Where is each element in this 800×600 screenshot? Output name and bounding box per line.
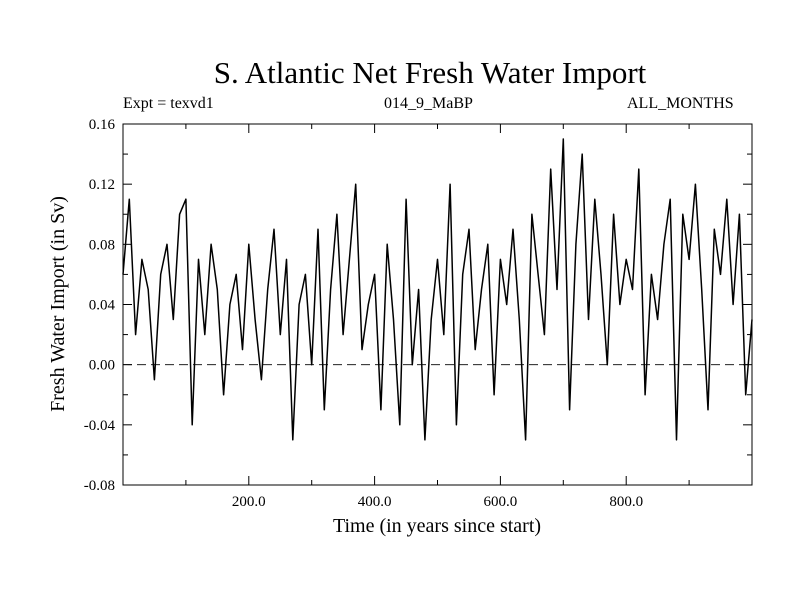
y-tick-label: 0.12: [89, 177, 115, 193]
y-tick-label: 0.04: [89, 298, 116, 314]
y-axis-label: Fresh Water Import (in Sv): [47, 196, 69, 412]
series-group: [122, 138, 753, 441]
y-tick-label: 0.08: [89, 237, 115, 253]
subtitle-center: 014_9_MaBP: [384, 95, 473, 112]
y-tick-label: -0.04: [84, 418, 116, 434]
x-axis-label: Time (in years since start): [333, 515, 541, 537]
chart-title: S. Atlantic Net Fresh Water Import: [213, 55, 647, 90]
plot-frame: [122, 123, 753, 486]
subtitle-right: ALL_MONTHS: [627, 95, 734, 112]
x-tick-label: 800.0: [609, 494, 643, 510]
y-tick-label: 0.16: [89, 117, 116, 133]
y-tick-label: 0.00: [89, 358, 115, 374]
subtitle-left: Expt = texvd1: [123, 95, 214, 112]
series-line: [122, 138, 753, 441]
x-tick-label: 600.0: [484, 494, 518, 510]
x-tick-label: 200.0: [232, 494, 266, 510]
y-axis: -0.08 -0.04 0.00 0.04 0.08 0.12 0.16: [84, 117, 752, 494]
x-tick-label: 400.0: [358, 494, 392, 510]
x-axis: 200.0 400.0 600.0 800.0: [185, 124, 690, 510]
y-tick-label: -0.08: [84, 478, 115, 494]
plot-border: [122, 123, 753, 486]
